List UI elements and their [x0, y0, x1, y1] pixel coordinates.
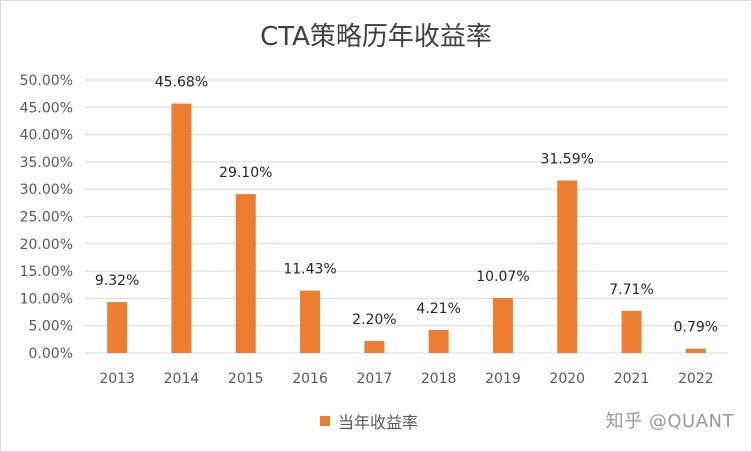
x-tick-label: 2014 — [164, 371, 200, 387]
x-tick-label: 2022 — [678, 371, 714, 387]
y-tick-label: 30.00% — [20, 182, 73, 198]
bar — [685, 348, 706, 353]
bar — [621, 310, 642, 353]
data-label: 0.79% — [674, 320, 718, 336]
gridlines — [85, 79, 728, 354]
data-label: 29.10% — [219, 165, 272, 181]
data-label: 7.71% — [609, 282, 653, 298]
chart-title: CTA策略历年收益率 — [260, 22, 492, 52]
x-axis-tick-labels: 2013 2014 2015 2016 2017 2018 2019 2020 2021 2022 — [99, 371, 713, 387]
y-tick-label: 5.00% — [29, 319, 73, 335]
y-tick-label: 50.00% — [20, 73, 73, 89]
y-tick-label: 20.00% — [20, 237, 73, 253]
data-labels: 9.32% 45.68% 29.10% 11.43% 2.20% 4.21% 10.07% 3… — [95, 75, 718, 336]
data-label: 4.21% — [416, 301, 460, 317]
x-tick-label: 2017 — [357, 371, 393, 387]
data-label: 45.68% — [155, 75, 208, 91]
data-label: 11.43% — [283, 262, 336, 278]
y-axis-tick-labels: 0.00% 5.00% 10.00% 15.00% 20.00% 25.00% 30.00%… — [20, 73, 73, 362]
bar — [428, 330, 449, 353]
y-tick-label: 25.00% — [20, 210, 73, 226]
legend: 当年收益率 — [320, 409, 418, 433]
watermark: 知乎 @QUANT — [605, 411, 734, 432]
bar — [300, 290, 321, 353]
bar — [364, 340, 385, 353]
data-label: 31.59% — [541, 152, 594, 168]
x-tick-label: 2018 — [421, 371, 457, 387]
bar — [107, 302, 128, 353]
bar — [171, 103, 192, 354]
bar — [557, 180, 578, 353]
data-label: 9.32% — [95, 273, 139, 289]
x-tick-label: 2021 — [614, 371, 650, 387]
legend-swatch — [320, 416, 330, 426]
y-tick-label: 45.00% — [20, 100, 73, 116]
x-tick-label: 2019 — [485, 371, 521, 387]
bar — [492, 298, 513, 353]
x-tick-label: 2015 — [228, 371, 264, 387]
legend-label: 当年收益率 — [338, 413, 419, 432]
data-label: 10.07% — [476, 269, 529, 285]
y-tick-label: 15.00% — [20, 264, 73, 280]
y-tick-label: 0.00% — [29, 346, 73, 362]
data-label: 2.20% — [352, 312, 396, 328]
x-tick-label: 2020 — [549, 371, 585, 387]
bar — [235, 194, 256, 353]
y-tick-label: 10.00% — [20, 291, 73, 307]
bars — [107, 103, 706, 354]
x-tick-label: 2013 — [99, 371, 135, 387]
x-tick-label: 2016 — [292, 371, 328, 387]
y-tick-label: 35.00% — [20, 155, 73, 171]
y-tick-label: 40.00% — [20, 128, 73, 144]
